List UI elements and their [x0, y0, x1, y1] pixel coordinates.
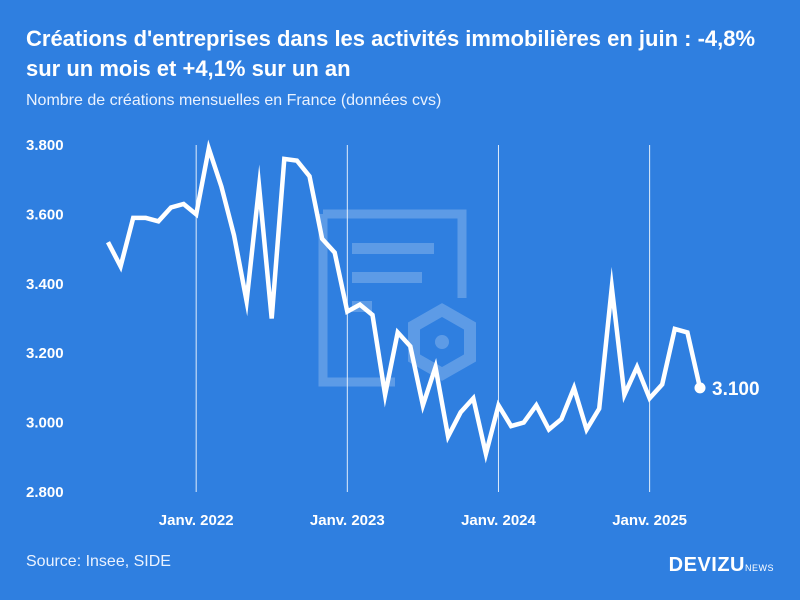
- chart-subtitle: Nombre de créations mensuelles en France…: [26, 92, 442, 109]
- y-tick-label: 3.800: [26, 137, 64, 154]
- x-tick-label: Janv. 2023: [310, 512, 385, 529]
- x-axis: Janv. 2022 Janv. 2023 Janv. 2024 Janv. 2025: [159, 512, 687, 529]
- y-axis: 2.800 3.000 3.200 3.400 3.600 3.800: [26, 137, 64, 501]
- y-tick-label: 3.400: [26, 276, 64, 293]
- end-point-marker: [694, 382, 706, 394]
- y-tick-label: 3.200: [26, 345, 64, 362]
- x-tick-label: Janv. 2022: [159, 512, 234, 529]
- document-watermark-icon: [318, 209, 476, 387]
- brand-logo: DEVIZUNEWS: [669, 554, 774, 577]
- x-tick-label: Janv. 2025: [612, 512, 687, 529]
- x-tick-label: Janv. 2024: [461, 512, 536, 529]
- series-group: 3.100: [106, 139, 760, 464]
- chart-title: Créations d'entreprises dans les activit…: [26, 26, 756, 81]
- brand-suffix: NEWS: [745, 563, 774, 573]
- y-tick-label: 2.800: [26, 484, 64, 501]
- series-line: [106, 139, 703, 464]
- end-value-label: 3.100: [712, 379, 760, 400]
- y-tick-label: 3.000: [26, 415, 64, 432]
- source-note: Source: Insee, SIDE: [26, 553, 171, 570]
- y-tick-label: 3.600: [26, 206, 64, 223]
- brand-name: DEVIZU: [668, 554, 745, 576]
